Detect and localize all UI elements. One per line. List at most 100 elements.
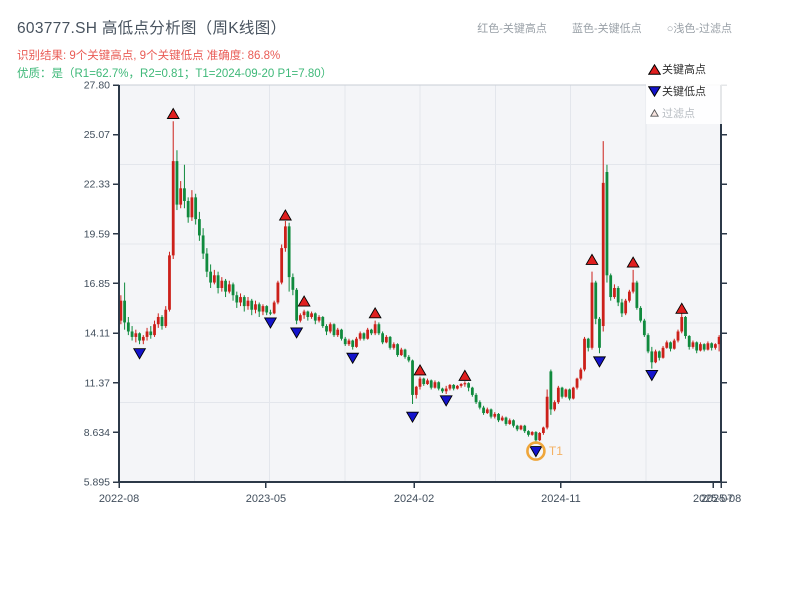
key-high-marker [413,364,427,376]
candle [250,300,254,310]
t1-circle [526,441,546,461]
candle [568,389,571,399]
candle [422,378,426,385]
candle [657,351,661,358]
candle [538,432,542,441]
candle [216,275,220,288]
candle [702,344,706,350]
legend-label: 关键低点 [662,86,706,98]
candle [639,307,643,321]
y-tick-label: 27.80 [84,80,110,92]
candle [186,200,190,218]
legend-item-filtered: 过滤点 [646,102,732,124]
candle [235,295,239,303]
candle [545,396,549,428]
candle [687,336,691,347]
candle [455,385,459,389]
candle [605,171,609,276]
candle [168,255,171,310]
candle [448,384,452,389]
candle [160,316,164,327]
key-low-marker [263,317,278,329]
candle [283,226,287,249]
candle [411,360,414,395]
candle [328,324,332,332]
candle [373,324,377,334]
candle [246,300,250,307]
candle [654,351,657,363]
candle [134,333,138,337]
candle [351,340,355,347]
key-high-marker [675,302,689,314]
candle [661,347,665,358]
candle [126,322,130,332]
candle [179,188,183,205]
x-tick-label: 2024-02 [394,493,434,505]
candle [325,326,328,332]
candle [369,329,373,334]
candle [269,312,272,314]
candle [313,313,317,321]
triangle-down-icon [646,85,662,97]
candle [699,344,702,351]
y-tick-label: 19.59 [84,228,110,240]
candle [242,297,246,307]
y-tick-label: 14.11 [85,328,111,340]
candle [332,324,336,336]
candle [590,282,594,348]
candle [500,417,504,421]
quality-result-text: 优质：是（R1=62.7%，R2=0.81；T1=2024-09-20 P1=7… [17,68,333,80]
key-low-marker [645,370,659,382]
candle [717,336,721,345]
candle [156,316,160,325]
candle [340,329,343,339]
legend-label: 关键高点 [662,64,706,76]
candle [366,329,370,339]
candle [627,291,631,301]
triangle-up-outline-icon [646,109,662,117]
key-high-marker [166,107,180,119]
candle [119,300,123,321]
candle [579,369,583,379]
x-tick-label: 2023-05 [246,493,286,505]
candle [321,316,325,327]
candle [598,318,601,348]
candle [287,226,291,278]
candle [396,344,399,356]
key-high-marker [458,369,472,381]
candle [183,188,186,201]
candle [265,306,269,313]
candle [478,402,482,408]
recognition-result-text: 识别结果: 9个关键高点, 9个关键低点 准确度: 86.8% [17,50,281,62]
y-tick-label: 11.37 [85,377,111,389]
candle [418,378,422,387]
candle [706,343,710,350]
candle [388,336,392,348]
candle [298,315,302,321]
candle [153,324,156,336]
candle [194,197,198,220]
chart-legend: 关键高点 关键低点 过滤点 [646,58,732,124]
candle [467,383,471,388]
candle [613,287,616,298]
key-low-marker [290,327,304,339]
candle [257,304,261,312]
candle [512,420,515,426]
candle [594,282,598,319]
page-title: 603777.SH 高低点分析图（周K线图） [17,20,287,37]
key-low-marker [346,352,360,365]
candle [493,413,497,417]
candle [642,320,646,336]
candle [583,338,586,370]
candle [485,409,489,414]
color-key-high: 红色-关键高点 [477,23,547,35]
candle [123,300,127,323]
legend-item-key-low: 关键低点 [646,80,732,102]
candle [171,161,175,256]
candle [291,277,295,290]
candle [620,302,624,314]
candle [414,386,418,395]
candle [384,336,388,343]
candle [571,387,575,399]
candle [205,253,209,272]
